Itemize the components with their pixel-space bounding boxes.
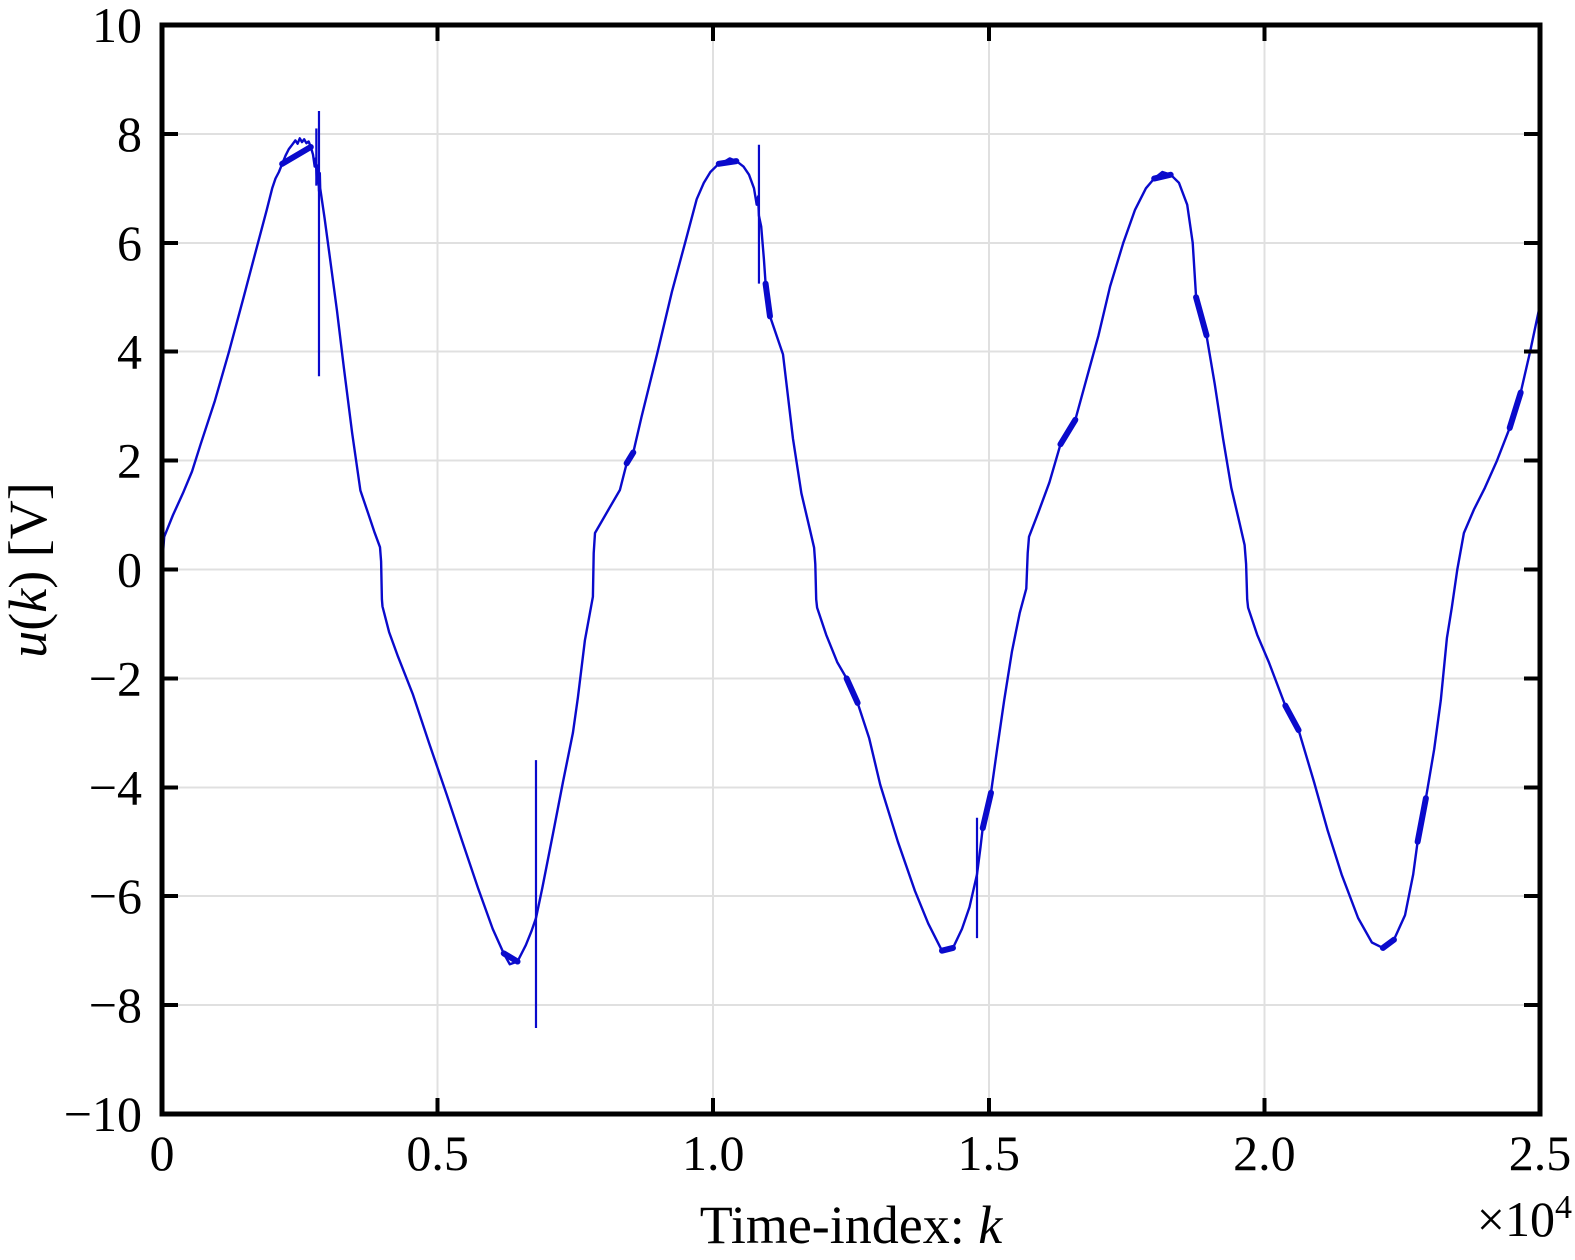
- noise-segment: [1151, 171, 1174, 182]
- y-axis-label-k: k: [0, 588, 58, 613]
- x-tick-label: 0: [150, 1125, 175, 1181]
- noise-segment: [843, 675, 861, 706]
- noise-segment: [500, 950, 521, 965]
- y-tick-label: −8: [89, 977, 142, 1033]
- x-tick-label: 1.0: [682, 1125, 745, 1181]
- noise-segment: [715, 158, 740, 167]
- noise-segment: [762, 280, 773, 320]
- y-tick-label: 10: [92, 0, 142, 53]
- y-tick-label: 2: [117, 433, 142, 489]
- noise-segment: [1414, 795, 1429, 845]
- x-axis-label: Time-index: k: [700, 1195, 1004, 1255]
- y-axis-label-u: u: [0, 631, 58, 658]
- y-tick-label: 0: [117, 542, 142, 598]
- y-axis-label: u(k) [V]: [0, 482, 58, 657]
- x-tick-label: 2.0: [1233, 1125, 1296, 1181]
- noise-segment: [1506, 389, 1524, 431]
- x-axis-offset-exp: 4: [1555, 1189, 1572, 1226]
- y-tick-label: −6: [89, 868, 142, 924]
- noise-segment: [1282, 702, 1302, 734]
- y-tick-label: 4: [117, 324, 142, 380]
- noise-segment: [1057, 416, 1079, 448]
- plot-dynamic-layer: 0 0.5 1.0 1.5 2.0 2.5 10 8 6 4 2 0 −2 −4 −6 −8 −10: [64, 0, 1571, 1181]
- signal-curve: [160, 137, 1542, 966]
- x-axis-label-math: k: [978, 1195, 1003, 1255]
- y-axis-label-open: (: [0, 613, 58, 631]
- y-tick-label: −10: [64, 1086, 142, 1142]
- noise-segment: [1193, 294, 1210, 339]
- x-tick-label: 0.5: [406, 1125, 469, 1181]
- x-tick-label: 1.5: [958, 1125, 1021, 1181]
- noise-segment: [279, 143, 314, 167]
- noise-segment: [1379, 936, 1397, 951]
- y-tick-label: 8: [117, 106, 142, 162]
- y-axis-label-close: ) [V]: [0, 482, 58, 588]
- noise-segment: [623, 449, 637, 467]
- noise-segment: [938, 944, 956, 954]
- noise-segment: [979, 789, 995, 832]
- x-tick-label: 2.5: [1509, 1125, 1572, 1181]
- y-tick-label: −4: [89, 759, 142, 815]
- x-axis-offset-label: ×104: [1477, 1189, 1572, 1247]
- y-tick-label: 6: [117, 215, 142, 271]
- y-tick-label: −2: [89, 650, 142, 706]
- axes-border: [159, 22, 1543, 1117]
- x-axis-label-text: Time-index:: [700, 1195, 979, 1255]
- x-axis-offset-base: ×10: [1477, 1191, 1555, 1247]
